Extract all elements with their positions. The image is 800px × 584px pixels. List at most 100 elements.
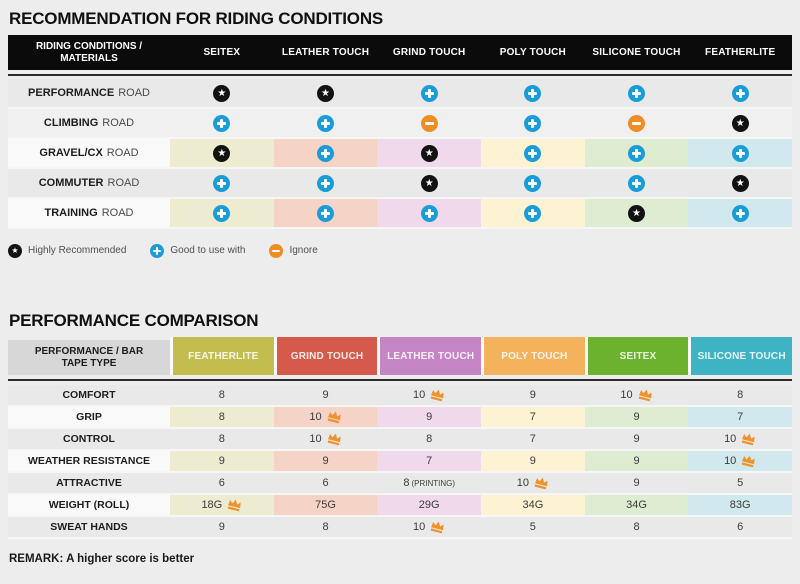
performance-header-row: PERFORMANCE / BAR TAPE TYPE FEATHERLITE G… [8,337,793,375]
performance-table-body: COMFORT 8 9 10 9 10 8 GRIP 8 10 9 7 9 7 CONTROL 8 10 8 7 9 1… [8,385,793,539]
rating-cell [584,139,689,167]
star-icon [317,84,334,102]
plus-icon [628,174,646,192]
plus-icon [524,84,542,102]
rating-cell [584,199,689,227]
bar-tape-column-header: LEATHER TOUCH [377,337,482,375]
score-value: 9 [633,433,640,445]
score-value: 5 [529,521,536,533]
performance-metric-label: CONTROL [63,433,115,445]
score-value: 9 [633,455,640,467]
plus-icon [213,204,231,222]
score-value: 5 [737,477,744,489]
score-value: 10 [724,433,737,445]
score-cell: 7 [481,429,585,449]
score-cell: 8 [274,517,378,537]
score-cell: 5 [688,473,792,493]
score-value: 8 [426,433,433,445]
score-value: 10 [724,455,737,467]
rating-cell [274,169,378,197]
score-cell: 10 [481,473,585,493]
score-cell: 9 [481,451,585,471]
riding-conditions-corner-header: RIDING CONDITIONS / MATERIALS [35,40,143,64]
plus-icon [628,144,646,162]
rating-cell [170,139,274,167]
score-cell: 34G [481,495,585,515]
header-separator-line [8,74,792,76]
plus-icon [317,114,334,132]
score-cell: 18G [170,495,274,515]
score-value: 34G [522,499,544,511]
score-value: 8 [218,389,225,401]
table-row: ATTRACTIVE 6 6 8 (PRINTING) 10 9 5 [8,473,792,495]
score-cell: 29G [377,495,482,515]
table-row: GRAVEL/CX ROAD [8,139,793,169]
performance-metric-label: WEIGHT (ROLL) [48,499,130,511]
condition-suffix: ROAD [106,147,139,159]
score-value: 10 [620,389,633,401]
score-value: 7 [529,411,536,423]
plus-icon [317,204,334,222]
plus-icon [628,84,646,102]
performance-metric-label: SWEAT HANDS [50,521,128,533]
score-value: 34G [626,499,647,511]
score-cell: 9 [274,385,378,405]
rating-cell [274,79,378,107]
table-row: PERFORMANCE ROAD [8,79,792,109]
performance-metric-label: GRIP [76,411,102,423]
score-cell: 8 [688,385,792,405]
table-row: CONTROL 8 10 8 7 9 10 [8,429,792,451]
score-value: 9 [529,455,536,467]
score-value: 83G [729,499,751,511]
riding-conditions-title: RECOMMENDATION FOR RIDING CONDITIONS [9,9,384,28]
riding-conditions-header-row: RIDING CONDITIONS / MATERIALS SEITEX LEAT… [8,35,792,70]
score-value: 9 [633,411,640,423]
score-cell: 8 (PRINTING) [377,473,481,493]
score-value: 10 [309,433,322,445]
score-cell: 10 [688,429,792,449]
crown-best-score-icon [228,499,241,512]
plus-icon [524,114,542,132]
crown-best-score-icon [742,455,755,468]
score-cell: 10 [377,385,481,405]
rating-legend: Highly Recommended Good to use with Ignore [8,242,792,259]
performance-metric-label: COMFORT [62,389,116,401]
score-cell: 10 [688,451,793,471]
plus-icon [524,144,542,162]
legend-item: Highly Recommended [8,243,126,258]
plus-icon [213,114,231,132]
score-value: 10 [309,411,322,423]
crown-best-score-icon [638,389,652,402]
rating-cell [170,169,274,197]
rating-cell [377,169,481,197]
plus-icon [524,174,542,192]
rating-cell [273,199,378,227]
crown-best-score-icon [742,433,755,446]
performance-comparison-title: PERFORMANCE COMPARISON [9,311,259,330]
rating-cell [377,139,482,167]
plus-icon [420,84,438,102]
score-cell: 10 [274,429,378,449]
material-column-header: GRIND TOUCH [392,47,466,58]
rating-cell [585,169,689,197]
performance-metric-label: ATTRACTIVE [56,477,122,489]
legend-minus-icon [269,243,284,258]
score-value: 10 [516,477,529,489]
score-cell: 9 [377,407,482,427]
legend-star-icon [8,243,22,258]
crown-best-score-icon [431,389,444,402]
score-cell: 8 [170,385,274,405]
star-icon [628,204,646,222]
bar-tape-column-header: SILICONE TOUCH [688,337,793,375]
condition-name: GRAVEL/CX [39,147,103,159]
table-row: WEIGHT (ROLL) 18G 75G 29G 34G 34G 83G [8,495,793,517]
crown-best-score-icon [534,477,548,490]
plus-icon [213,174,231,192]
rating-cell [377,199,482,227]
table-row: TRAINING ROAD [8,199,793,229]
score-cell: 7 [377,451,482,471]
condition-suffix: ROAD [118,87,150,99]
condition-name: CLIMBING [43,117,99,129]
condition-suffix: ROAD [107,177,140,189]
star-icon [731,174,749,192]
